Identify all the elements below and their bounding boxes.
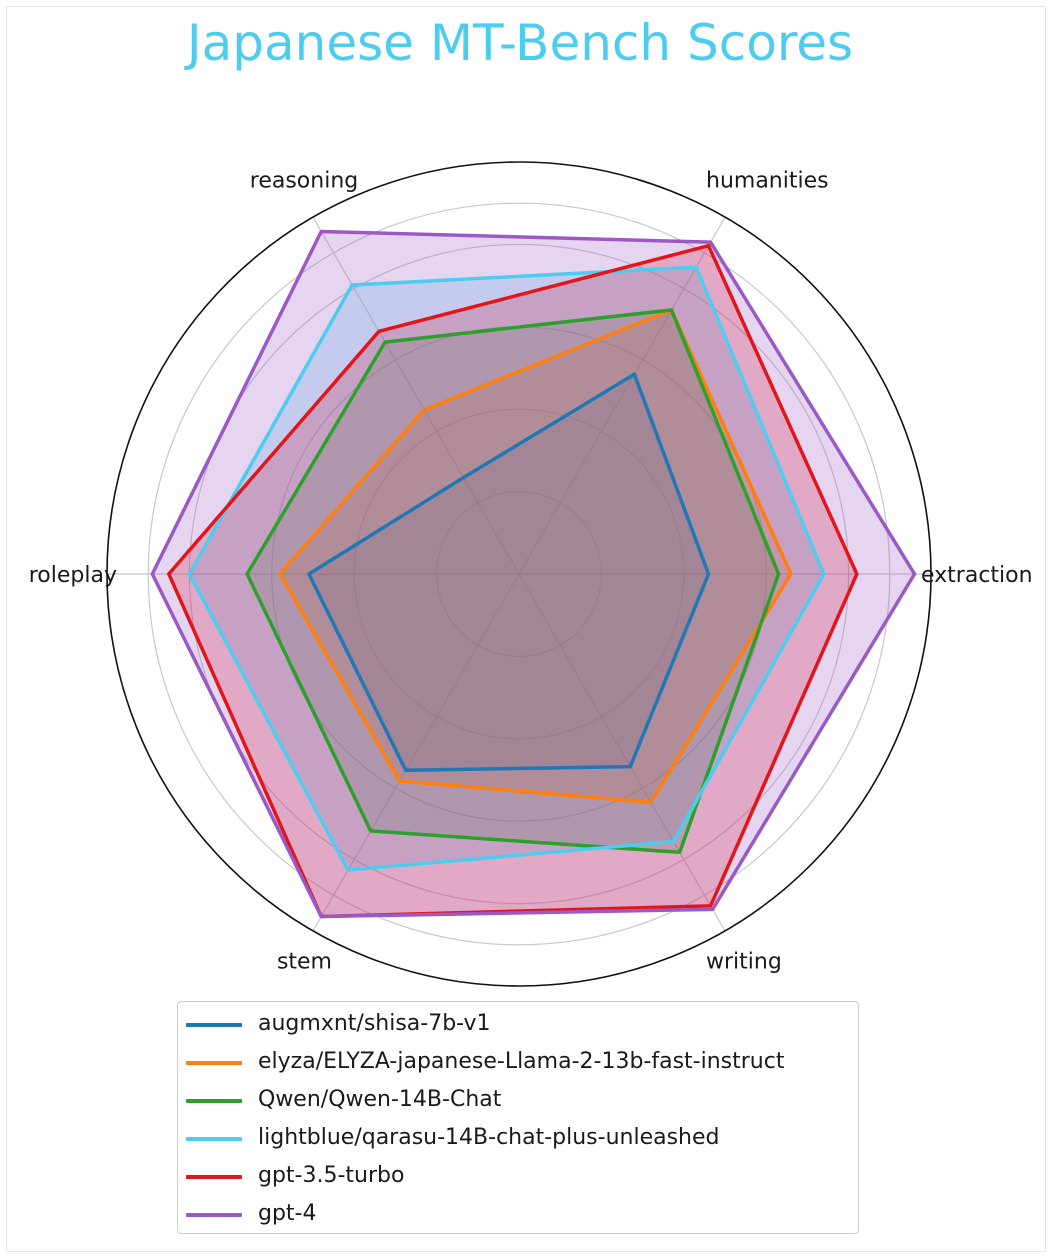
legend-swatch	[186, 1175, 242, 1179]
series-area	[189, 267, 824, 871]
series-area	[152, 231, 915, 917]
chart-title: Japanese MT-Bench Scores	[186, 14, 854, 72]
legend-swatch	[186, 1099, 242, 1103]
outer-circle	[106, 161, 932, 987]
legend-label: elyza/ELYZA-japanese-Llama-2-13b-fast-in…	[258, 1049, 785, 1074]
grid-spoke	[518, 573, 726, 932]
axis-label-stem: stem	[277, 949, 332, 974]
legend-item: augmxnt/shisa-7b-v1	[178, 1006, 858, 1044]
legend-item: elyza/ELYZA-japanese-Llama-2-13b-fast-in…	[178, 1044, 858, 1082]
legend-item: gpt-4	[178, 1196, 858, 1234]
legend-swatch	[186, 1213, 242, 1217]
axis-label-writing: writing	[706, 949, 782, 974]
legend-swatch	[186, 1023, 242, 1027]
legend-label: gpt-3.5-turbo	[258, 1163, 405, 1188]
series-line	[167, 243, 859, 919]
legend-item: Qwen/Qwen-14B-Chat	[178, 1082, 858, 1120]
legend-swatch	[186, 1137, 242, 1141]
legend-item: lightblue/qarasu-14B-chat-plus-unleashed	[178, 1120, 858, 1158]
legend-swatch	[186, 1061, 242, 1065]
axis-label-reasoning: reasoning	[250, 169, 358, 194]
legend-label: augmxnt/shisa-7b-v1	[258, 1011, 491, 1036]
grid-spoke	[312, 216, 520, 575]
series-line	[245, 308, 781, 855]
series-area	[280, 309, 791, 803]
axis-label-extraction: extraction	[921, 563, 1033, 588]
legend-label: lightblue/qarasu-14B-chat-plus-unleashed	[258, 1125, 720, 1150]
legend-item: gpt-3.5-turbo	[178, 1158, 858, 1196]
legend-label: Qwen/Qwen-14B-Chat	[258, 1087, 502, 1112]
series-line	[187, 265, 826, 872]
grid-spoke	[518, 216, 726, 575]
series-line	[307, 372, 711, 772]
axis-label-roleplay: roleplay	[29, 563, 117, 588]
axis-label-humanities: humanities	[706, 169, 829, 194]
series-area	[308, 374, 709, 771]
legend: augmxnt/shisa-7b-v1 elyza/ELYZA-japanese-…	[177, 1001, 859, 1234]
grid-ring	[147, 202, 891, 946]
series-line	[150, 229, 917, 919]
radar-chart: extraction humanities reasoning roleplay ste…	[29, 161, 1033, 987]
chart-frame	[6, 6, 1046, 1252]
legend-label: gpt-4	[258, 1201, 317, 1226]
